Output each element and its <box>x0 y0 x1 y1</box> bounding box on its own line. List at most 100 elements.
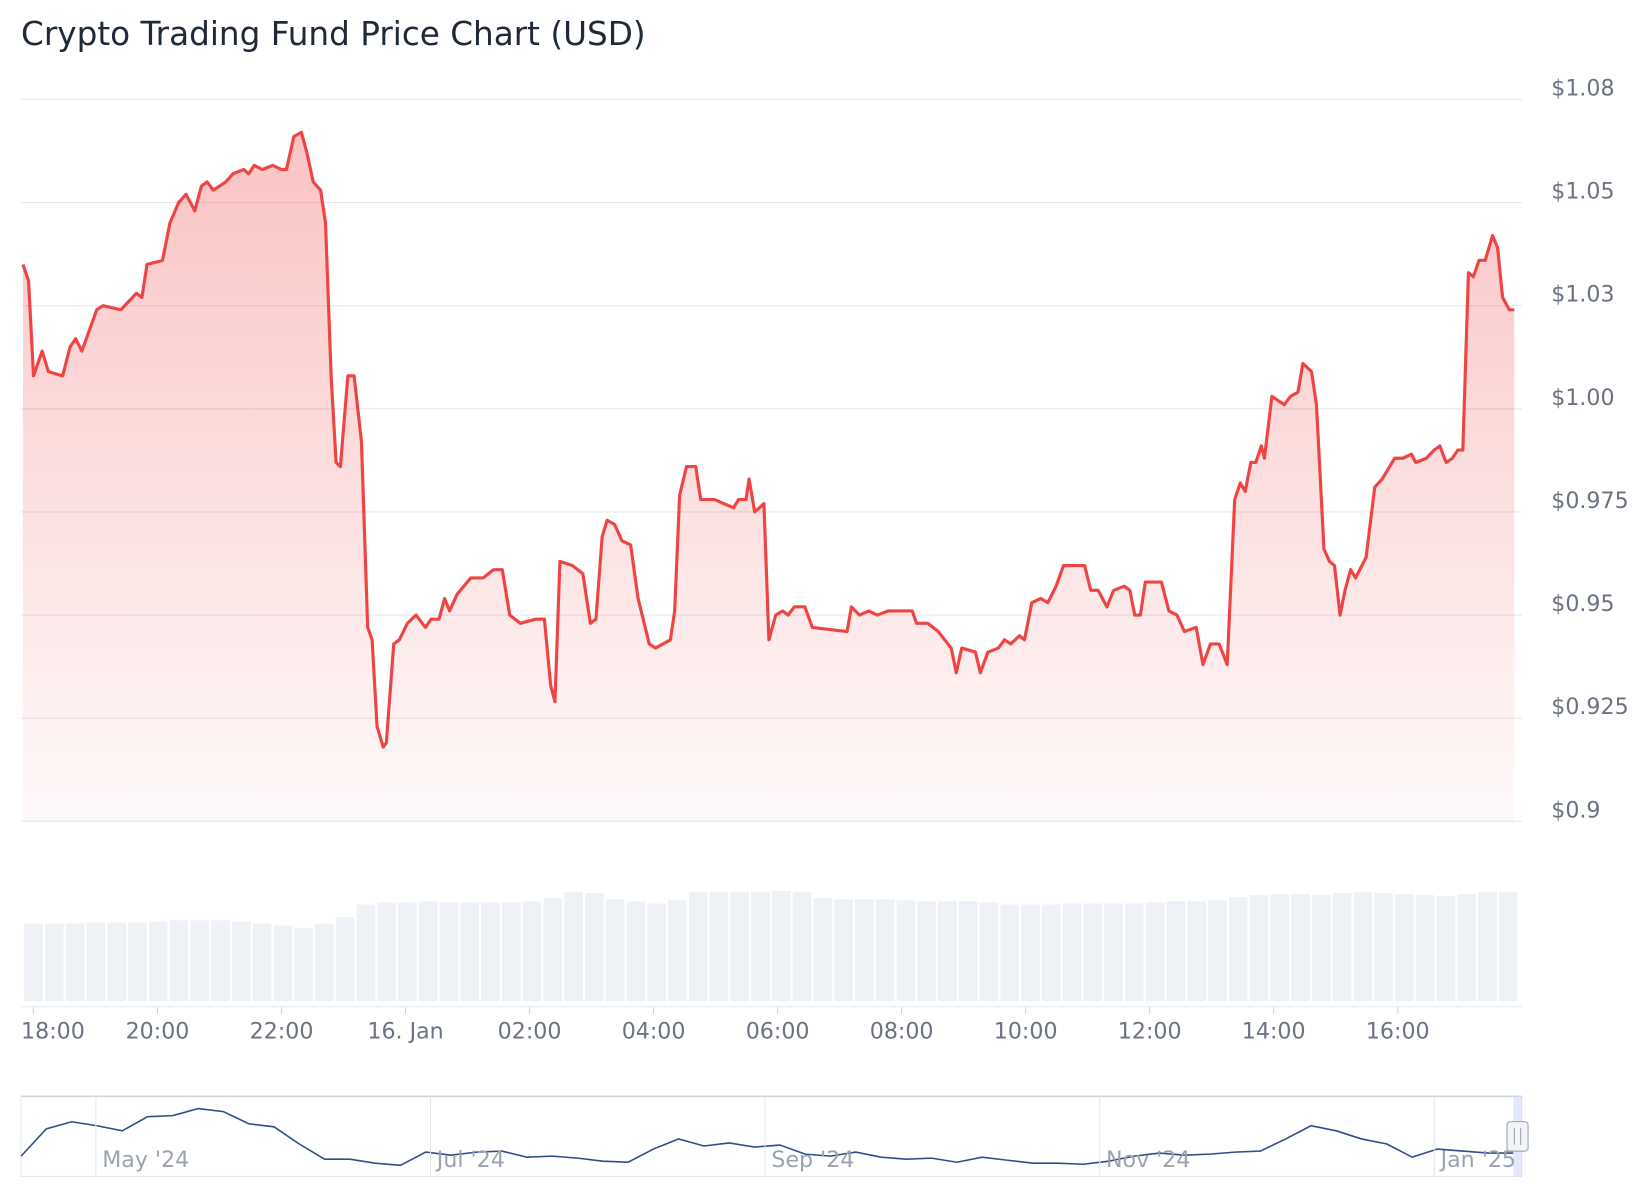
volume-bar <box>958 901 978 1002</box>
volume-bar <box>65 923 85 1002</box>
navigator-label: Nov '24 <box>1106 1147 1190 1173</box>
volume-bar <box>1498 891 1518 1002</box>
navigator-label: Jul '24 <box>435 1147 505 1173</box>
volume-bar <box>1208 900 1227 1002</box>
volume-bar <box>855 899 874 1002</box>
price-line <box>21 130 1515 749</box>
y-tick-label: $1.03 <box>1551 282 1614 308</box>
volume-bar <box>771 890 791 1002</box>
volume-bar <box>294 927 313 1002</box>
y-tick-label: $1.00 <box>1551 385 1614 411</box>
volume-bar <box>460 902 480 1002</box>
volume-bar <box>834 899 853 1002</box>
volume-bar <box>1353 891 1373 1002</box>
volume-bar <box>1166 901 1186 1002</box>
volume-bar <box>128 922 147 1002</box>
volume-bar <box>896 900 916 1002</box>
y-tick-label: $0.95 <box>1551 591 1614 617</box>
volume-bar <box>231 921 251 1002</box>
volume-bar <box>1104 903 1123 1002</box>
volume-bar <box>875 899 895 1002</box>
volume-bar <box>481 902 500 1002</box>
x-tick-label: 12:00 <box>1118 1019 1182 1045</box>
volume-bar <box>917 901 936 1002</box>
navigator-label: Jan '25 <box>1439 1147 1516 1173</box>
x-tick-label: 10:00 <box>994 1019 1058 1045</box>
volume-bar <box>439 902 459 1002</box>
x-tick-label: 16. Jan <box>367 1019 443 1045</box>
volume-bar <box>1021 904 1040 1002</box>
volume-bar <box>1125 903 1144 1002</box>
volume-bar <box>273 925 293 1002</box>
volume-bar <box>1478 891 1497 1002</box>
volume-bar <box>1000 904 1020 1002</box>
x-tick-label: 02:00 <box>498 1019 562 1045</box>
volume-bar <box>1436 896 1456 1002</box>
x-tick-label: 08:00 <box>870 1019 934 1045</box>
volume-bar <box>190 920 210 1002</box>
volume-bar <box>688 891 708 1002</box>
x-tick-label: 16:00 <box>1366 1019 1430 1045</box>
volume-bar <box>1187 901 1206 1002</box>
x-tick-label: 14:00 <box>1242 1019 1306 1045</box>
volume-bar <box>1457 894 1476 1002</box>
navigator-label: Sep '24 <box>771 1147 854 1173</box>
y-tick-label: $0.925 <box>1551 694 1628 720</box>
chart-title: Crypto Trading Fund Price Chart (USD) <box>21 15 646 53</box>
volume-bar <box>335 917 355 1002</box>
y-tick-label: $0.975 <box>1551 488 1628 514</box>
navigator-line <box>20 1107 1514 1167</box>
volume-bar <box>1249 895 1269 1002</box>
volume-bar <box>24 923 43 1002</box>
volume-bar <box>107 922 126 1002</box>
volume-bar <box>792 891 812 1002</box>
y-tick-label: $1.08 <box>1551 75 1614 101</box>
volume-bar <box>315 923 334 1002</box>
volume-bar <box>1062 903 1082 1002</box>
volume-bar <box>668 900 687 1002</box>
volume-bar <box>398 902 417 1002</box>
volume-bar <box>1415 895 1435 1002</box>
x-tick-label: 06:00 <box>746 1019 810 1045</box>
volume-bar <box>169 920 189 1002</box>
volume-bar <box>626 901 646 1002</box>
volume-bar <box>377 902 396 1002</box>
x-tick-label: 18:00 <box>21 1019 85 1045</box>
x-tick-label: 22:00 <box>250 1019 314 1045</box>
volume-bar <box>211 920 230 1002</box>
volume-bar <box>1270 894 1290 1002</box>
volume-bar <box>501 902 521 1002</box>
y-tick-label: $1.05 <box>1551 179 1614 205</box>
volume-bar <box>938 901 957 1002</box>
volume-bar <box>1395 894 1414 1002</box>
navigator-handle[interactable] <box>1506 1121 1529 1152</box>
volume-bar <box>1291 894 1310 1002</box>
volume-bar <box>522 901 542 1002</box>
volume-bar <box>979 902 999 1002</box>
volume-bar <box>148 921 168 1002</box>
price-area <box>22 132 1515 822</box>
volume-bar <box>1374 892 1393 1002</box>
volume-bar <box>543 898 563 1002</box>
volume-bar <box>418 901 438 1002</box>
volume-bar <box>1228 897 1248 1002</box>
y-tick-label: $0.9 <box>1551 797 1600 823</box>
volume-bar <box>356 904 376 1002</box>
navigator-label: May '24 <box>102 1147 189 1173</box>
volume-bar <box>585 892 604 1002</box>
volume-bar <box>252 923 272 1002</box>
volume-bar <box>86 922 106 1002</box>
x-tick-label: 04:00 <box>622 1019 686 1045</box>
volume-bar <box>647 903 666 1002</box>
volume-bar <box>730 891 750 1002</box>
volume-bar <box>45 923 64 1002</box>
volume-bar <box>709 891 729 1002</box>
volume-bar <box>1332 892 1352 1002</box>
volume-bar <box>564 891 583 1002</box>
volume-bar <box>751 891 770 1002</box>
volume-bar <box>813 898 833 1002</box>
volume-bar <box>1145 902 1165 1002</box>
volume-bar <box>1083 903 1103 1002</box>
